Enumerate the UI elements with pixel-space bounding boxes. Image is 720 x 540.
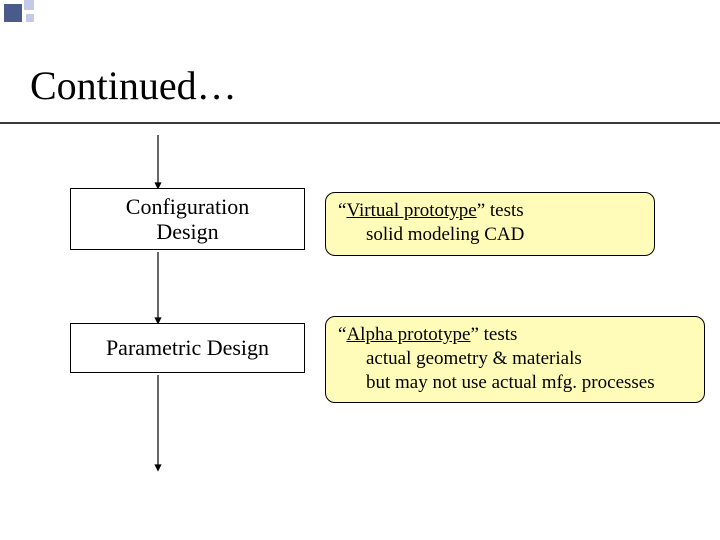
process-box-config: ConfigurationDesign <box>70 188 305 250</box>
process-box-param: Parametric Design <box>70 323 305 373</box>
process-box-label: Parametric Design <box>106 335 269 360</box>
process-box-label: ConfigurationDesign <box>126 194 249 245</box>
annotation-line: but may not use actual mfg. processes <box>338 371 692 395</box>
arrows-layer <box>0 0 720 540</box>
annotation-line: “Alpha prototype” tests <box>338 323 692 347</box>
annotation-note-virtual: “Virtual prototype” testssolid modeling … <box>325 192 655 256</box>
annotation-line: “Virtual prototype” tests <box>338 199 642 223</box>
annotation-note-alpha: “Alpha prototype” testsactual geometry &… <box>325 316 705 403</box>
annotation-line: actual geometry & materials <box>338 347 692 371</box>
annotation-line: solid modeling CAD <box>338 223 642 247</box>
